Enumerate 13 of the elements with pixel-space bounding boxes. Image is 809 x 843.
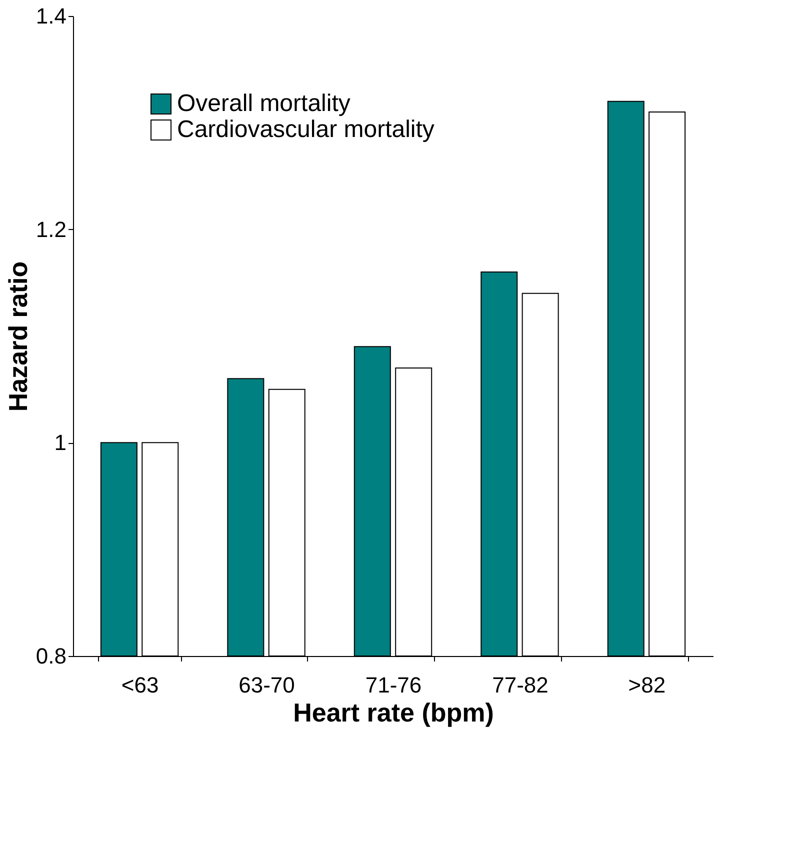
legend-label: Overall mortality [177,90,350,117]
y-tick-label: 1.2 [36,216,66,242]
x-tick-label: 71-76 [365,672,422,698]
y-tick-label: 1 [54,430,66,456]
x-tick-label: >82 [628,672,666,698]
x-tick-label: <63 [121,672,159,698]
x-axis-title: Heart rate (bpm) [293,698,494,728]
x-tick-label: 77-82 [492,672,548,698]
y-tick-label: 1.4 [36,4,66,28]
legend-label: Cardiovascular mortality [177,116,434,143]
x-tick-label: 63-70 [238,672,295,698]
y-axis-title: Hazard ratio [2,261,33,412]
y-tick-label: 0.8 [36,644,66,668]
